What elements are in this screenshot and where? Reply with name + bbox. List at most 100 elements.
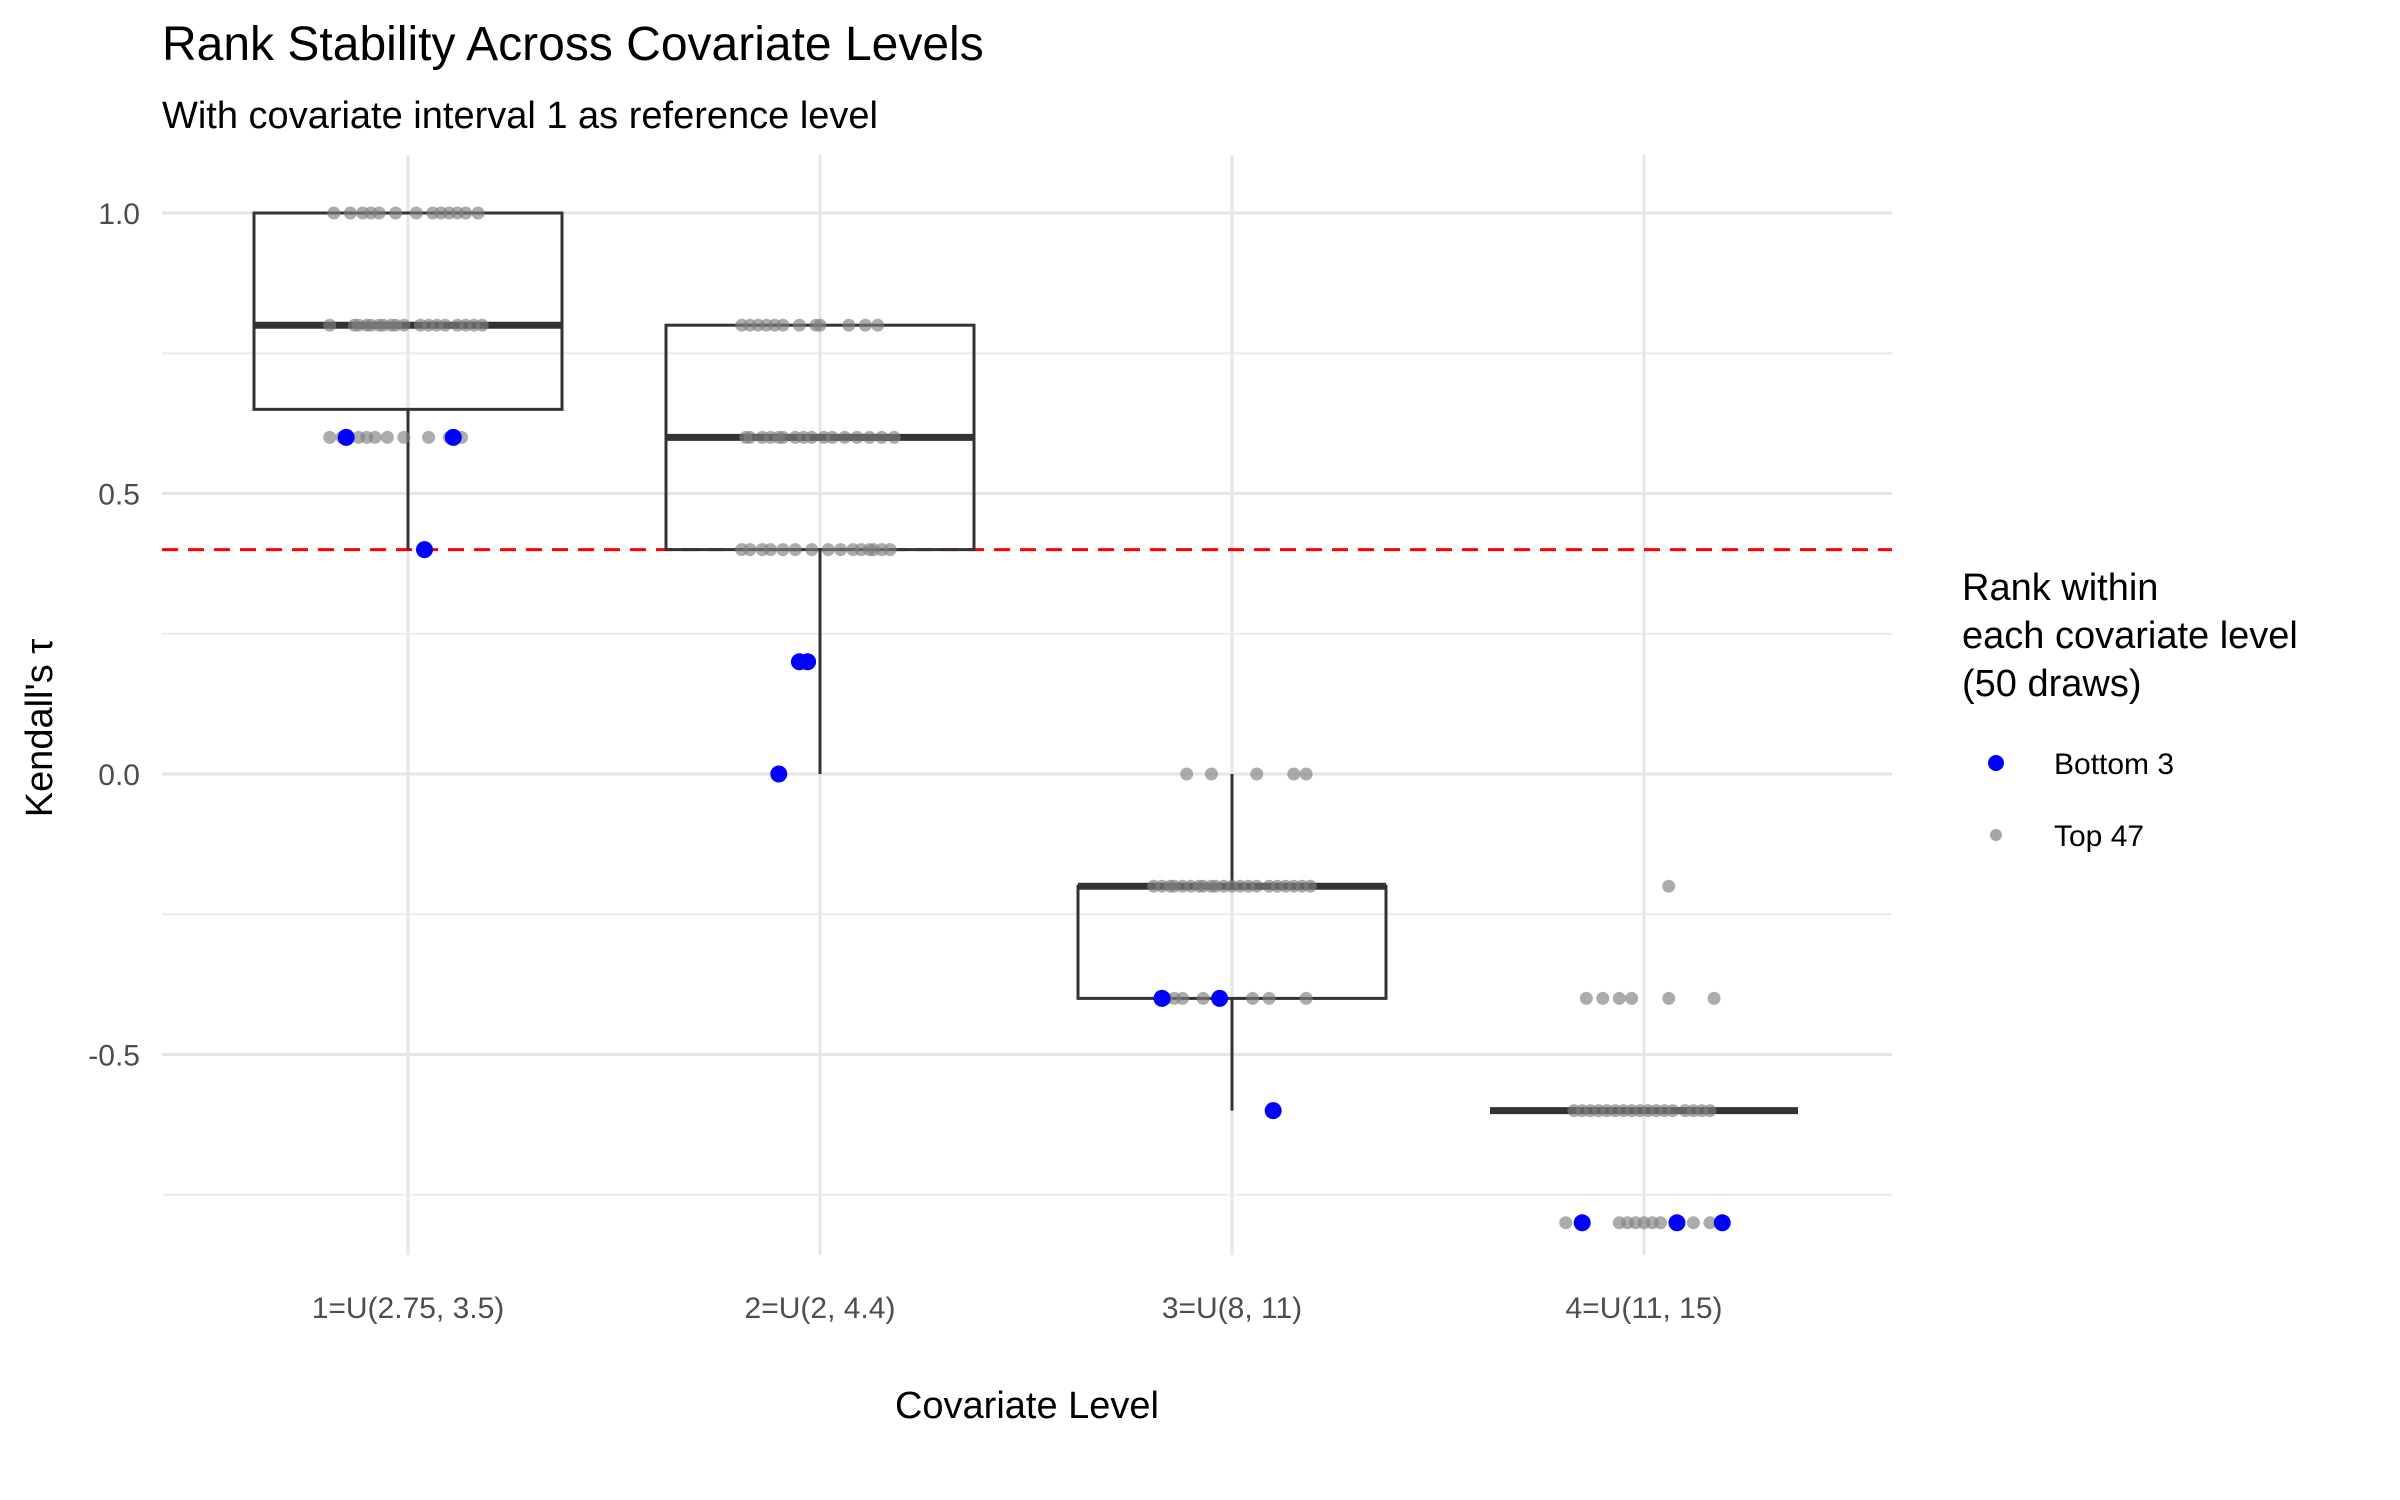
point-layer [323,206,1731,1232]
x-tick-label: 4=U(11, 15) [1565,1292,1722,1325]
legend-title-line-3: (50 draws) [1962,663,2142,705]
top47-point [875,430,889,444]
bottom3-point [415,541,433,559]
top47-point [471,206,485,220]
top47-point [743,430,757,444]
top47-point [1703,1216,1717,1230]
top47-point [1250,767,1264,781]
top47-point [887,430,901,444]
top47-point [323,318,337,332]
top47-point [1686,1216,1700,1230]
x-tick-label: 1=U(2.75, 3.5) [312,1292,505,1325]
x-tick-label: 2=U(2, 4.4) [745,1292,896,1325]
top47-point [389,206,403,220]
legend-marker-top [1990,829,2002,841]
legend-title-line-2: each covariate level [1962,615,2298,657]
box-body [252,211,564,411]
top47-point [1250,879,1264,893]
chart-title: Rank Stability Across Covariate Levels [162,18,984,71]
top47-point [764,543,778,557]
top47-point [422,430,436,444]
bottom3-point [1153,989,1171,1007]
box-body [1076,884,1388,1000]
top47-point [776,430,790,444]
y-axis-title: Kendall's τ [19,639,61,818]
top47-point [871,318,885,332]
bottom3-point [770,765,788,783]
top47-point [372,206,386,220]
box-layer [252,211,1798,1115]
top47-point [788,543,802,557]
top47-point [858,318,872,332]
legend-marker-bottom [1988,755,2004,771]
top47-point [1303,879,1317,893]
bottom3-point [1211,989,1229,1007]
top47-point [1596,991,1610,1005]
top47-point [1262,991,1276,1005]
x-axis-title: Covariate Level [895,1385,1159,1427]
x-tick-label: 3=U(8, 11) [1162,1292,1302,1325]
top47-point [1579,991,1593,1005]
top47-point [1612,991,1626,1005]
top47-point [792,318,806,332]
top47-point [397,430,411,444]
top47-point [1666,1104,1680,1118]
top47-point [1196,991,1210,1005]
top47-point [776,543,790,557]
grid [162,155,1892,1255]
chart-subtitle: With covariate interval 1 as reference l… [162,95,878,137]
bottom3-point [337,428,355,446]
top47-point [1299,991,1313,1005]
legend: Rank within each covariate level (50 dra… [1962,567,2298,853]
y-tick-label: 1.0 [98,198,140,231]
top47-point [343,206,357,220]
top47-point [821,543,835,557]
y-tick-label: -0.5 [88,1040,140,1073]
top47-point [1246,991,1260,1005]
top47-point [1180,767,1194,781]
top47-point [459,206,473,220]
top47-point [1662,879,1676,893]
top47-point [813,318,827,332]
top47-point [1662,991,1676,1005]
top47-point [409,206,423,220]
bottom3-point [1713,1214,1731,1232]
top47-point [327,206,341,220]
top47-point [743,543,757,557]
top47-point [862,430,876,444]
top47-point [1625,991,1639,1005]
top47-point [1703,1104,1717,1118]
y-tick-label: 0.0 [98,759,140,792]
bottom3-point [1264,1102,1282,1120]
top47-point [397,318,411,332]
bottom3-point [799,653,817,671]
tick-labels: 1.0 0.5 0.0 -0.5 1=U(2.75, 3.5) 2=U(2, 4.4) 3=… [88,198,1722,1325]
top47-point [323,430,337,444]
top47-point [1299,767,1313,781]
top47-point [1653,1216,1667,1230]
top47-point [368,430,382,444]
legend-label-bottom: Bottom 3 [2054,748,2174,781]
top47-point [1287,767,1301,781]
top47-point [1176,991,1190,1005]
bottom3-point [1573,1214,1591,1232]
top47-point [883,543,897,557]
top47-point [380,430,394,444]
top47-point [475,318,489,332]
top47-point [1204,767,1218,781]
top47-point [825,430,839,444]
top47-point [838,430,852,444]
legend-label-top: Top 47 [2054,820,2144,853]
legend-title-line-1: Rank within [1962,567,2158,609]
top47-point [776,318,790,332]
bottom3-point [1668,1214,1686,1232]
top47-point [850,430,864,444]
top47-point [805,543,819,557]
top47-point [438,318,452,332]
bottom3-point [444,428,462,446]
top47-point [805,430,819,444]
top47-point [1707,991,1721,1005]
top47-point [842,318,856,332]
top47-point [1559,1216,1573,1230]
